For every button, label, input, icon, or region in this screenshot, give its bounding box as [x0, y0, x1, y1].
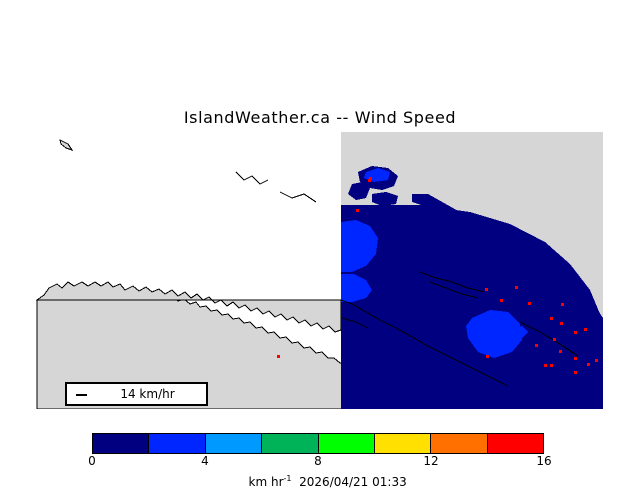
station-marker[interactable] [528, 302, 531, 305]
station-marker[interactable] [544, 364, 547, 367]
coastline-island-spine [340, 299, 509, 387]
station-marker[interactable] [550, 364, 553, 367]
colorbar-segment-10-12 [374, 434, 432, 453]
coastline-inlet-b [429, 281, 479, 299]
station-marker[interactable] [550, 317, 553, 320]
windfield-navy-north-patch3 [372, 192, 398, 206]
windfield-navy-island-strip [412, 194, 480, 234]
station-marker[interactable] [559, 350, 562, 353]
windfield-blue-blob-west [341, 220, 378, 272]
windfield-navy-sliver-n [385, 212, 420, 222]
colorbar-segment-4-6 [205, 434, 263, 453]
station-marker[interactable] [584, 328, 587, 331]
colorbar-segment-6-8 [262, 434, 319, 453]
windfield-band-0-2 [341, 166, 603, 409]
wind-speed-colorbar [92, 433, 544, 454]
land-mainland-north [35, 281, 342, 333]
colorbar-unit-label: km hr [248, 475, 284, 489]
coastline-gulf-islands [519, 321, 579, 357]
station-marker[interactable] [553, 338, 556, 341]
map-canvas [0, 132, 640, 409]
colorbar-unit-exponent: -1 [283, 474, 292, 483]
weather-map-page: IslandWeather.ca -- Wind Speed [0, 108, 640, 489]
windfield-blue-blob-east [466, 310, 522, 358]
station-marker[interactable] [587, 363, 590, 366]
coastline-inlet-a [419, 271, 485, 293]
windfield-navy-islet-b [412, 254, 438, 268]
colorbar-tick-labels: 0 4 8 12 16 [88, 454, 551, 470]
station-marker[interactable] [561, 303, 564, 306]
windfield-navy-islet-a [382, 250, 412, 264]
colorbar-tick-4: 4 [201, 454, 209, 468]
coastline-layer [235, 171, 579, 387]
station-marker[interactable] [486, 355, 489, 358]
station-marker[interactable] [369, 177, 372, 180]
colorbar-timestamp: 2026/04/21 01:33 [299, 475, 407, 489]
colorbar-tick-12: 12 [423, 454, 439, 468]
station-marker[interactable] [356, 209, 359, 212]
coastline-fjord-b [279, 191, 317, 203]
wind-vector-arrow-icon [76, 394, 87, 396]
station-marker[interactable] [515, 286, 518, 289]
colorbar-segment-0-2 [93, 434, 150, 453]
station-marker[interactable] [574, 331, 577, 334]
station-marker[interactable] [560, 322, 563, 325]
coastline-fjord-a [235, 171, 269, 185]
station-marker[interactable] [277, 355, 280, 358]
windfield-blue-small-e [512, 326, 528, 338]
wind-vector-scale-label: 14 km/hr [120, 387, 175, 401]
windfield-navy-north-patch2 [348, 182, 370, 200]
station-marker[interactable] [595, 359, 598, 362]
wind-speed-map[interactable] [0, 132, 640, 409]
page-title: IslandWeather.ca -- Wind Speed [183, 108, 457, 127]
station-marker[interactable] [500, 299, 503, 302]
station-marker[interactable] [574, 357, 577, 360]
wind-vector-scale-legend: 14 km/hr [65, 382, 208, 406]
windfield-navy-island-strip2 [446, 260, 490, 280]
station-marker[interactable] [535, 344, 538, 347]
windfield-band-2-4 [341, 168, 528, 358]
colorbar-tick-0: 0 [88, 454, 96, 468]
colorbar-tick-8: 8 [314, 454, 322, 468]
coastline-inlet-c [341, 317, 369, 329]
colorbar-tick-16: 16 [536, 454, 552, 468]
colorbar-caption: km hr-1 2026/04/21 01:33 [0, 460, 640, 503]
colorbar-segment-14-16 [487, 434, 543, 453]
colorbar-segment-8-10 [318, 434, 375, 453]
station-marker[interactable] [368, 179, 371, 182]
station-marker[interactable] [485, 288, 488, 291]
station-marker-layer [147, 177, 598, 399]
colorbar-segment-2-4 [149, 434, 206, 453]
land-islet-nw [59, 139, 74, 151]
station-marker[interactable] [574, 371, 577, 374]
colorbar-segment-12-14 [431, 434, 488, 453]
windfield-blue-blob-west2 [341, 274, 372, 302]
